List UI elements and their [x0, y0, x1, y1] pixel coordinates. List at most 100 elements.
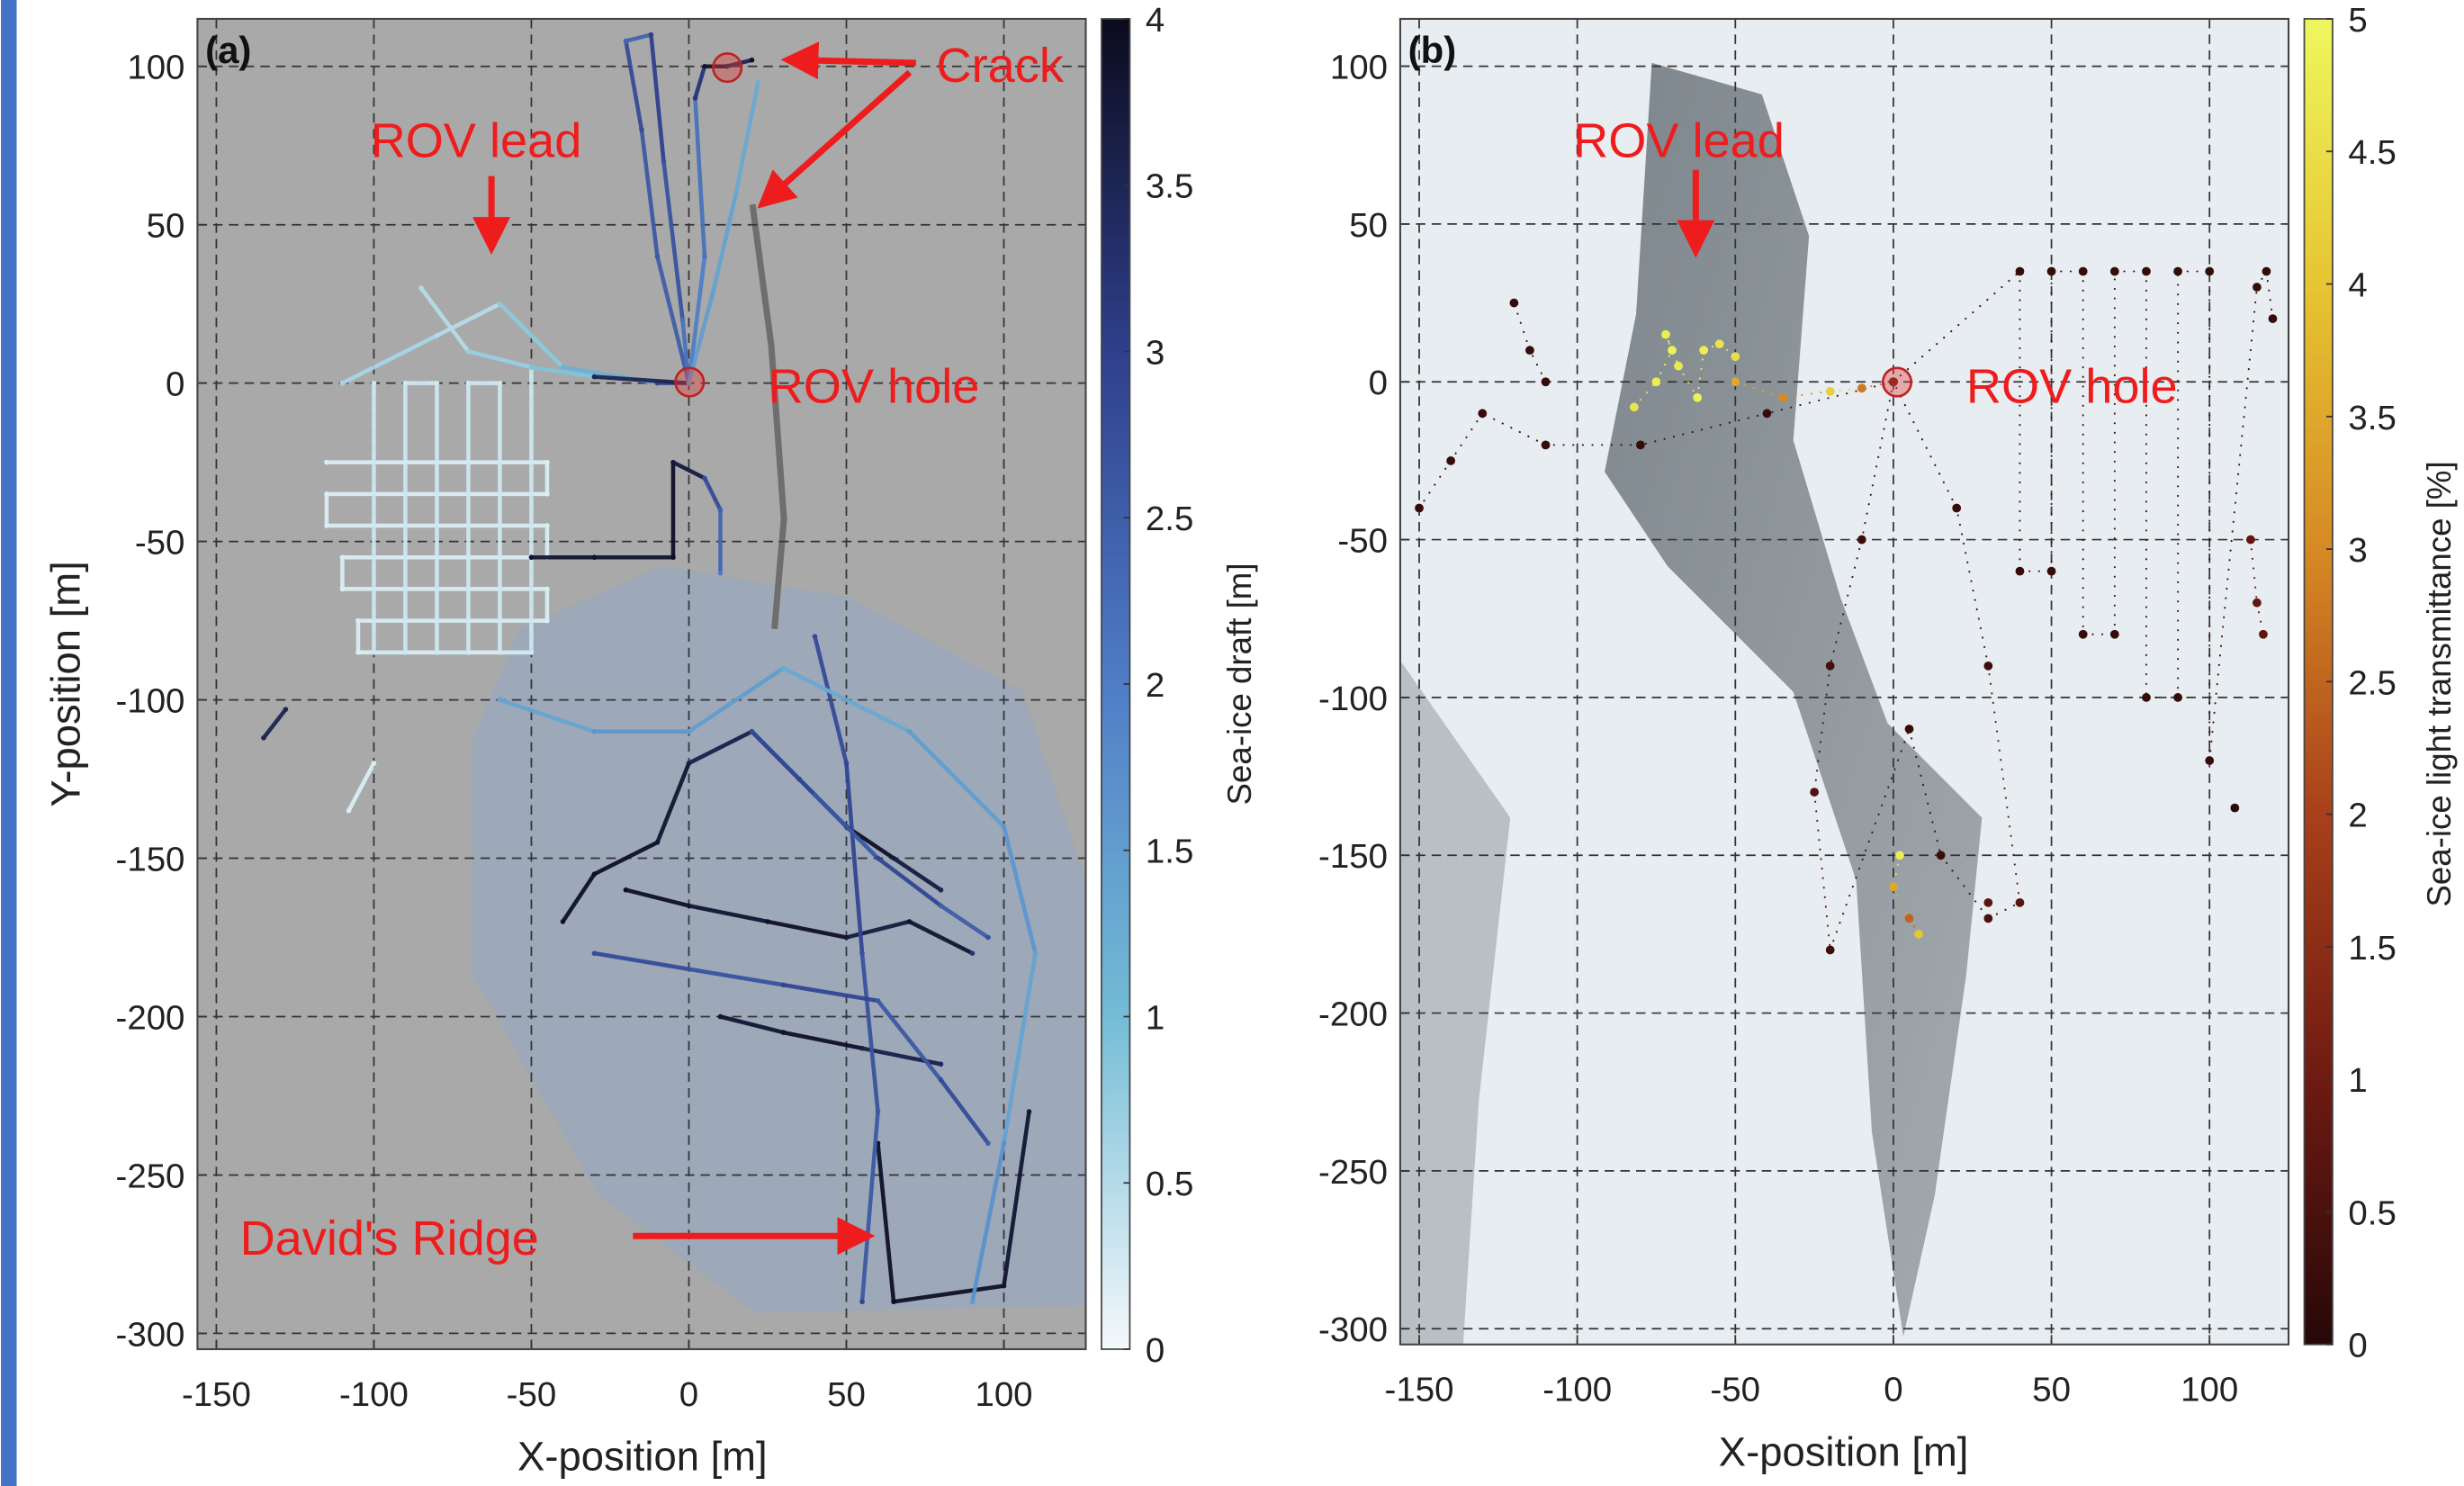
track-point	[1668, 346, 1677, 356]
track-point	[749, 57, 755, 63]
colorbar-label: Sea-ice light transmittance [%]	[2421, 461, 2458, 906]
track-point	[686, 761, 692, 766]
track-segment	[844, 919, 912, 940]
track-point	[1032, 950, 1039, 956]
track-point	[1889, 377, 1898, 387]
track-point	[938, 903, 944, 909]
x-tick-label: -150	[1385, 1371, 1454, 1409]
track-point	[1914, 930, 1923, 939]
track-segment	[624, 32, 653, 43]
track-point	[402, 380, 409, 386]
annotation: Crack	[937, 39, 1065, 93]
track-segment	[261, 707, 288, 741]
track-segment	[1677, 365, 1699, 399]
track-point	[355, 649, 361, 655]
track-point	[1904, 725, 1914, 734]
track-point	[969, 950, 976, 956]
track-point	[1825, 945, 1835, 955]
track-point	[1983, 661, 1993, 671]
track-segment	[702, 475, 723, 512]
track-point	[465, 348, 472, 355]
track-segment	[655, 761, 691, 845]
track-point	[346, 807, 352, 814]
track-segment	[1002, 950, 1038, 1146]
colorbar-tick-label: 0.5	[1146, 1165, 1193, 1203]
track-point	[1001, 1140, 1007, 1147]
track-segment	[498, 698, 597, 734]
track-point	[1001, 1283, 1007, 1289]
track-point	[497, 649, 503, 655]
y-tick-label: 0	[166, 365, 184, 404]
y-tick-label: -250	[116, 1157, 185, 1195]
y-tick-label: 50	[147, 207, 185, 246]
track-segment	[435, 302, 502, 338]
track-point	[686, 380, 692, 386]
track-segment	[1528, 349, 1547, 383]
colorbar-tick-label: 4	[2348, 266, 2367, 305]
track-point	[724, 63, 730, 69]
track-point	[749, 728, 755, 734]
track-point	[843, 934, 850, 941]
x-tick-label: 50	[2032, 1371, 2071, 1409]
track-point	[544, 491, 550, 497]
track-segment	[529, 365, 597, 379]
track-point	[2109, 629, 2119, 639]
track-point	[560, 919, 566, 924]
track-point	[702, 254, 707, 259]
track-point	[648, 32, 654, 38]
track-point	[1699, 346, 1709, 356]
track-point	[1714, 339, 1724, 349]
track-point	[591, 871, 598, 877]
y-tick-label: -300	[1318, 1310, 1388, 1349]
track-segment	[2255, 270, 2268, 289]
colorbar-tick-label: 3	[2348, 531, 2367, 570]
track-point	[670, 459, 676, 465]
track-point	[465, 649, 472, 655]
track-point	[1446, 456, 1456, 465]
track-point	[528, 365, 535, 370]
track-segment	[592, 374, 691, 385]
track-segment	[687, 904, 770, 924]
track-point	[985, 1140, 991, 1147]
track-point	[906, 728, 913, 734]
colorbar-tick-label: 1.5	[2348, 929, 2396, 968]
track-point	[2253, 598, 2262, 608]
track-point	[1904, 914, 1914, 923]
annotation: ROV lead	[371, 114, 582, 168]
colorbar-tick-label: 3.5	[1146, 167, 1193, 206]
colorbar-tick-label: 1	[1146, 998, 1165, 1037]
track-point	[1509, 298, 1519, 308]
track-segment	[687, 967, 786, 987]
track-segment	[733, 80, 760, 195]
y-tick-label: 0	[1369, 364, 1388, 402]
colorbar-tick-label: 2.5	[1146, 500, 1193, 538]
track-segment	[687, 729, 754, 766]
track-point	[969, 1299, 976, 1305]
track-segment	[655, 254, 691, 385]
colorbar-tick-label: 3.5	[2348, 399, 2396, 437]
track-point	[591, 950, 598, 956]
track-point	[528, 649, 535, 655]
track-point	[371, 761, 377, 766]
track-point	[497, 697, 503, 703]
track-point	[1983, 914, 1993, 923]
track-segment	[813, 792, 880, 860]
track-segment	[750, 729, 817, 797]
track-point	[324, 459, 329, 465]
track-point	[497, 380, 503, 386]
track-segment	[693, 95, 707, 259]
track-segment	[781, 983, 880, 1004]
track-segment	[1892, 270, 2021, 383]
track-point	[1478, 409, 1488, 419]
plots: -150 -100 -50 0 50 100-300-250-200-150-100-50…	[116, 1, 2397, 1414]
track-point	[283, 707, 289, 712]
track-point	[339, 554, 346, 561]
track-point	[717, 1013, 724, 1020]
track-point	[780, 665, 787, 671]
track-point	[434, 333, 440, 338]
track-segment	[661, 159, 685, 322]
track-segment	[592, 950, 691, 971]
track-point	[2245, 535, 2255, 545]
colorbar-tick-label: 4	[1146, 1, 1165, 40]
track-segment	[1813, 664, 1831, 794]
